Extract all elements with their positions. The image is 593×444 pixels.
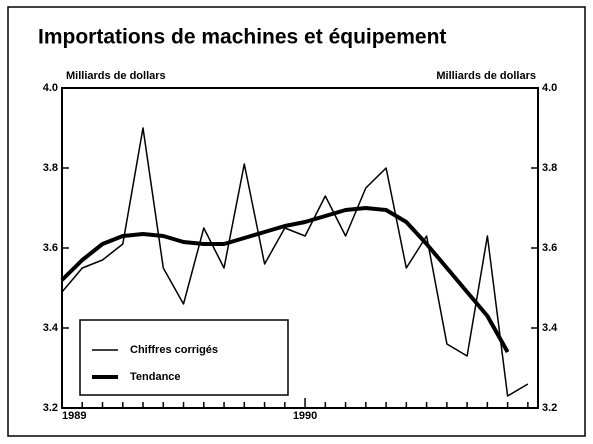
series-line	[61, 127, 529, 397]
x-tick-label: 1989	[62, 410, 86, 422]
y-tick-label: 3.6	[43, 242, 58, 254]
y-tick-label: 3.2	[43, 402, 58, 414]
y2-axis-label: Milliards de dollars	[436, 70, 536, 82]
y-tick-label: 3.4	[43, 322, 59, 334]
y-axis-label: Milliards de dollars	[66, 70, 166, 82]
legend-label: Tendance	[130, 371, 181, 383]
chart-title: Importations de machines et équipement	[38, 26, 446, 49]
legend-label: Chiffres corrigés	[130, 344, 218, 356]
outer-frame	[7, 6, 586, 437]
y2-tick-label: 3.4	[542, 322, 558, 334]
y2-tick-label: 4.0	[542, 82, 557, 94]
x-tick-label: 1990	[293, 410, 317, 422]
y-tick-label: 4.0	[43, 82, 58, 94]
y2-tick-label: 3.8	[542, 162, 557, 174]
y-tick-label: 3.8	[43, 162, 58, 174]
y2-tick-label: 3.2	[542, 402, 557, 414]
y2-tick-label: 3.6	[542, 242, 557, 254]
series-line	[60, 206, 510, 353]
legend-box	[79, 319, 289, 396]
